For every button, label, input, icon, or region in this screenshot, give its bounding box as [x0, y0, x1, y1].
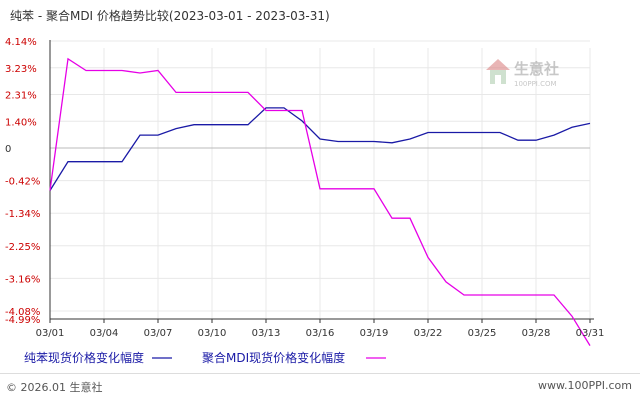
- x-tick-label: 03/01: [36, 328, 65, 339]
- series-lines: [49, 57, 591, 346]
- series-line-2: [49, 57, 591, 346]
- footer-divider: [0, 373, 640, 374]
- legend: 纯苯现货价格变化幅度 聚合MDI现货价格变化幅度: [24, 350, 386, 365]
- y-tick-label: 1.40%: [5, 117, 37, 128]
- series-line-1: [49, 107, 591, 191]
- footer-copyright: © 2026.01 生意社: [6, 381, 103, 394]
- x-tick-label: 03/31: [576, 328, 605, 339]
- x-tick-label: 03/25: [468, 328, 497, 339]
- x-tick-label: 03/19: [360, 328, 389, 339]
- house-logo-icon: [486, 59, 510, 84]
- x-tick-label: 03/13: [252, 328, 281, 339]
- legend-label-2: 聚合MDI现货价格变化幅度: [202, 350, 345, 365]
- x-tick-label: 03/16: [306, 328, 335, 339]
- chart-title: 纯苯 - 聚合MDI 价格趋势比较(2023-03-01 - 2023-03-3…: [10, 9, 330, 23]
- legend-label-1: 纯苯现货价格变化幅度: [24, 350, 144, 365]
- x-tick-label: 03/28: [522, 328, 551, 339]
- y-tick-label: -2.25%: [5, 242, 40, 253]
- y-tick-label: 4.14%: [5, 37, 37, 48]
- x-tick-label: 03/10: [198, 328, 227, 339]
- tick-labels: 4.14% 3.23% 2.31% 1.40% 0 -0.42% -1.34% -2.25% -…: [5, 37, 604, 339]
- y-tick-label: 3.23%: [5, 64, 37, 75]
- axes: [49, 40, 594, 323]
- y-tick-label: 2.31%: [5, 91, 37, 102]
- x-tick-label: 03/22: [414, 328, 443, 339]
- watermark-logo: 生意社 100PPI.COM: [486, 59, 559, 88]
- x-tick-label: 03/04: [90, 328, 119, 339]
- y-tick-label: -3.16%: [5, 274, 40, 285]
- y-tick-label: 0: [5, 144, 11, 155]
- watermark-sub: 100PPI.COM: [514, 80, 557, 88]
- footer-site-link[interactable]: www.100PPI.com: [538, 379, 632, 392]
- y-tick-label: -0.42%: [5, 177, 40, 188]
- x-tick-label: 03/07: [144, 328, 173, 339]
- watermark-name: 生意社: [514, 60, 559, 78]
- y-tick-label: -4.99%: [5, 315, 40, 326]
- y-tick-label: -1.34%: [5, 209, 40, 220]
- y-tick-label: -4.08%: [5, 307, 40, 318]
